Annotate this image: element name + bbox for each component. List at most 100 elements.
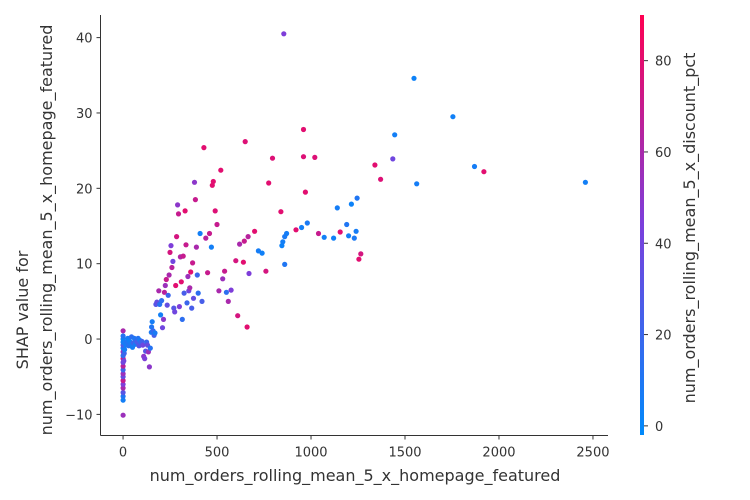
scatter-point-158 [351, 235, 357, 241]
scatter-point-4 [120, 385, 126, 391]
scatter-point-85 [179, 316, 185, 322]
scatter-point-90 [184, 300, 190, 306]
scatter-point-69 [164, 302, 170, 308]
scatter-point-23 [122, 347, 128, 353]
colorbar [640, 15, 644, 435]
scatter-point-63 [159, 298, 165, 304]
scatter-point-106 [203, 235, 209, 241]
scatter-point-57 [152, 330, 158, 336]
scatter-point-129 [246, 270, 252, 277]
scatter-point-128 [245, 234, 251, 240]
x-axis-label: num_orders_rolling_mean_5_x_homepage_fea… [150, 466, 561, 486]
colorbar-tick-label: 20 [655, 329, 672, 344]
x-tick-label: 1500 [388, 446, 421, 461]
scatter-point-161 [356, 256, 362, 262]
scatter-point-100 [193, 244, 199, 250]
scatter-point-66 [161, 289, 167, 295]
scatter-point-146 [300, 154, 307, 160]
scatter-point-102 [195, 290, 201, 296]
scatter-point-51 [147, 345, 153, 351]
scatter-point-103 [197, 230, 203, 237]
scatter-point-141 [282, 261, 288, 267]
scatter-point-135 [269, 155, 276, 161]
scatter-point-157 [348, 201, 354, 207]
scatter-point-91 [185, 273, 191, 280]
scatter-point-43 [140, 342, 146, 348]
scatter-point-20 [120, 328, 126, 334]
x-axis-ticks: 0 500 1000 1500 2000 2500 [119, 435, 610, 461]
x-tick-label: 2500 [576, 446, 609, 461]
scatter-point-2 [120, 393, 126, 399]
scatter-point-168 [414, 181, 420, 187]
colorbar-tick-label: 40 [655, 237, 672, 252]
scatter-point-45 [142, 356, 148, 362]
scatter-point-162 [358, 251, 364, 257]
y-axis-label-line2: num_orders_rolling_mean_5_x_homepage_fea… [37, 25, 57, 436]
y-tick-label: 10 [76, 258, 93, 273]
scatter-point-88 [182, 208, 188, 214]
scatter-point-153 [334, 205, 340, 211]
scatter-point-123 [237, 241, 243, 247]
scatter-point-105 [201, 145, 207, 151]
scatter-point-64 [159, 325, 166, 331]
scatter-point-50 [146, 364, 152, 370]
scatter-point-172 [582, 179, 589, 185]
scatter-point-113 [214, 221, 220, 228]
scatter-point-133 [263, 268, 269, 274]
scatter-point-132 [259, 250, 265, 256]
scatter-point-170 [471, 163, 478, 170]
scatter-point-77 [172, 309, 178, 315]
scatter-point-126 [242, 139, 248, 145]
scatter-point-0 [120, 412, 126, 418]
y-tick-label: 30 [76, 107, 93, 122]
scatter-point-166 [392, 132, 398, 138]
scatter-point-79 [174, 234, 180, 240]
colorbar-tick-label: 0 [655, 420, 663, 435]
y-tick-label: 0 [84, 333, 92, 348]
scatter-point-115 [218, 167, 224, 173]
scatter-point-154 [337, 229, 343, 235]
scatter-point-81 [175, 211, 182, 217]
scatter-point-163 [372, 162, 378, 168]
scatter-point-21 [121, 358, 127, 364]
scatter-point-71 [166, 272, 172, 278]
scatter-point-111 [210, 178, 216, 185]
scatter-point-6 [120, 377, 126, 384]
scatter-point-121 [233, 258, 239, 264]
scatter-point-75 [170, 258, 176, 264]
colorbar-label: num_orders_rolling_mean_5_x_discount_pct [680, 53, 700, 404]
scatter-point-72 [167, 249, 173, 255]
scatter-point-155 [344, 221, 350, 228]
scatter-point-107 [205, 270, 211, 276]
scatter-point-74 [169, 264, 175, 271]
scatter-point-125 [241, 238, 247, 244]
scatter-point-138 [280, 239, 286, 245]
y-tick-label: 40 [76, 32, 93, 47]
scatter-point-70 [165, 292, 171, 298]
scatter-point-147 [302, 189, 308, 195]
y-axis-ticks: −10 0 10 20 30 40 [65, 32, 101, 423]
scatter-points [120, 31, 589, 418]
x-tick-label: 0 [119, 446, 127, 461]
scatter-point-149 [312, 154, 318, 160]
scatter-point-9 [120, 367, 126, 373]
scatter-point-148 [304, 220, 310, 226]
scatter-point-73 [168, 243, 174, 249]
scatter-point-87 [181, 290, 187, 296]
scatter-point-165 [390, 156, 396, 162]
scatter-point-143 [293, 227, 299, 233]
scatter-point-151 [321, 234, 327, 240]
scatter-point-22 [121, 350, 127, 356]
scatter-point-124 [240, 259, 246, 265]
scatter-point-117 [222, 268, 228, 274]
scatter-point-136 [278, 209, 284, 215]
scatter-point-60 [156, 288, 162, 294]
colorbar-tick-label: 80 [655, 55, 672, 70]
scatter-point-86 [180, 253, 186, 259]
scatter-point-78 [173, 282, 179, 289]
scatter-point-118 [223, 289, 229, 295]
scatter-point-65 [160, 316, 167, 322]
scatter-point-8 [120, 371, 126, 377]
y-axis-label: SHAP value for [13, 250, 32, 369]
y-tick-label: −10 [65, 408, 92, 423]
